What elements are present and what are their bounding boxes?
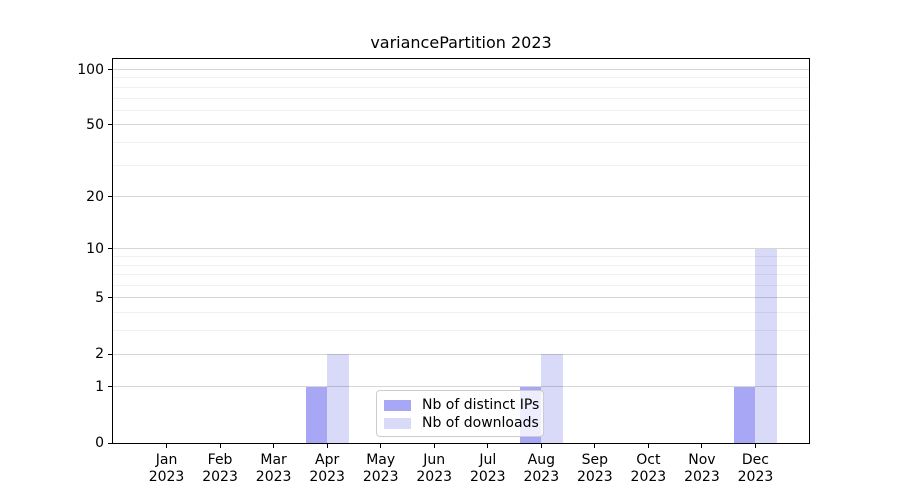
legend-label-downloads: Nb of downloads [422,415,539,431]
x-tick-year-Nov: 2023 [684,469,720,485]
x-tick-month-Nov: Nov [688,452,716,468]
gridline-major-50 [113,124,809,126]
x-tick-month-Aug: Aug [527,452,555,468]
x-tick-label-Jun: Jun 2023 [398,452,470,486]
x-tick-year-Sep: 2023 [577,469,613,485]
x-tick-Sep [594,444,596,448]
x-tick-label-Dec: Dec 2023 [719,452,791,486]
x-tick-Jan [166,444,168,448]
y-tick-label-20: 20 [86,188,104,205]
x-tick-Aug [540,444,542,448]
x-tick-month-Jan: Jan [155,452,178,468]
legend-row-distinct-ips: Nb of distinct IPs [384,396,540,414]
x-tick-month-Jul: Jul [479,452,497,468]
bar-downloads-Dec [755,248,777,443]
y-tick-label-0: 0 [95,435,104,451]
y-tick-5 [108,297,112,299]
x-tick-label-Apr: Apr 2023 [291,452,363,486]
bar-downloads-Apr [327,354,349,443]
gridline-minor-3 [113,330,809,332]
x-tick-label-Jan: Jan 2023 [131,452,203,486]
x-tick-month-Jun: Jun [423,452,446,468]
x-tick-year-Mar: 2023 [255,469,292,485]
x-tick-month-Sep: Sep [581,452,609,468]
x-tick-Apr [326,444,328,448]
x-tick-year-Jul: 2023 [469,469,506,485]
x-tick-year-May: 2023 [362,469,399,485]
gridline-minor-90 [113,77,809,79]
x-tick-month-Apr: Apr [315,452,340,468]
legend: Nb of distinct IPs Nb of downloads [376,390,544,437]
gridline-major-2 [113,353,809,355]
x-tick-month-May: May [366,452,396,468]
x-tick-May [380,444,382,448]
gridline-minor-9 [113,256,809,258]
x-tick-Jul [487,444,489,448]
x-tick-year-Dec: 2023 [737,469,774,485]
gridline-minor-80 [113,86,809,88]
x-tick-Dec [754,444,756,448]
y-tick-label-1: 1 [95,378,104,395]
gridline-major-1 [113,386,809,388]
x-tick-month-Oct: Oct [636,452,661,468]
x-tick-year-Oct: 2023 [630,469,667,485]
y-tick-label-50: 50 [86,116,104,133]
x-tick-year-Jun: 2023 [416,469,453,485]
x-tick-year-Feb: 2023 [202,469,238,485]
legend-row-downloads: Nb of downloads [384,414,539,432]
y-tick-20 [108,196,112,198]
y-tick-50 [108,124,112,126]
x-tick-Nov [701,444,703,448]
plot-area: Nb of distinct IPs Nb of downloads 0 1 2 5 1… [77,58,810,485]
legend-label-distinct-ips: Nb of distinct IPs [422,397,540,413]
x-tick-month-Dec: Dec [741,452,769,468]
x-tick-year-Jan: 2023 [148,469,185,485]
x-tick-label-Oct: Oct 2023 [612,452,684,486]
x-tick-Feb [219,444,221,448]
gridline-major-20 [113,196,809,198]
gridline-minor-4 [113,312,809,314]
x-tick-label-Sep: Sep 2023 [559,452,631,486]
x-tick-month-Mar: Mar [260,452,287,468]
y-tick-100 [108,69,112,70]
bar-distinct-ips-Dec [733,386,756,443]
gridline-major-10 [113,248,809,250]
x-tick-label-Jul: Jul 2023 [452,452,524,486]
x-tick-label-Aug: Aug 2023 [505,452,577,486]
y-tick-label-100: 100 [77,61,104,78]
y-tick-10 [108,248,112,250]
x-tick-label-Feb: Feb 2023 [184,452,256,486]
gridline-major-100 [113,69,809,70]
x-tick-label-May: May 2023 [345,452,417,486]
y-tick-label-5: 5 [95,289,104,306]
y-tick-label-2: 2 [95,346,104,363]
bar-distinct-ips-Apr [305,386,328,443]
y-tick-2 [108,353,112,355]
chart-title: variancePartition 2023 [370,33,552,52]
x-tick-year-Apr: 2023 [309,469,345,485]
gridline-minor-6 [113,285,809,287]
legend-swatch-distinct-ips [384,399,411,411]
x-tick-Mar [273,444,275,448]
y-tick-0 [108,442,112,444]
y-tick-label-10: 10 [86,240,104,257]
x-tick-year-Aug: 2023 [523,469,560,485]
gridline-minor-8 [113,264,809,266]
x-tick-Jun [433,444,435,448]
y-tick-1 [108,386,112,388]
gridline-minor-40 [113,141,809,143]
x-tick-month-Feb: Feb [207,452,233,468]
x-tick-Oct [647,444,649,448]
bar-downloads-Aug [541,354,563,443]
gridline-minor-30 [113,164,809,166]
gridline-minor-7 [113,274,809,276]
x-tick-label-Mar: Mar 2023 [238,452,310,486]
x-tick-label-Nov: Nov 2023 [666,452,738,486]
legend-swatch-downloads [384,417,411,429]
gridline-minor-70 [113,97,809,99]
gridline-minor-60 [113,109,809,111]
gridline-major-5 [113,297,809,299]
